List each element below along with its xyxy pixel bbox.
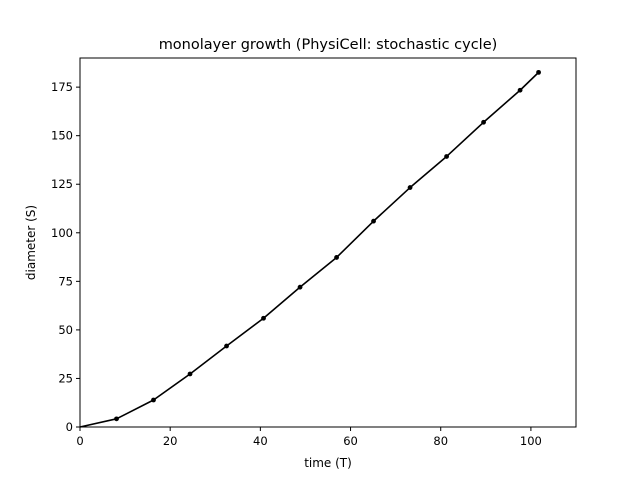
data-point [536, 69, 541, 75]
data-point [297, 284, 303, 290]
data-point [481, 119, 486, 125]
y-tick-label: 175 [51, 80, 73, 94]
y-tick-label: 25 [58, 371, 73, 385]
series-line [79, 71, 540, 428]
y-tick-label: 50 [58, 323, 73, 337]
x-axis-label: time (T) [304, 456, 352, 470]
y-tick-label: 0 [66, 420, 73, 434]
data-point [371, 218, 376, 224]
y-axis: 0 25 50 75 100 125 150 175 [51, 80, 80, 434]
x-tick-label: 20 [163, 434, 178, 448]
plot-frame [79, 57, 577, 428]
x-tick-label: 60 [343, 434, 358, 448]
data-point [444, 154, 449, 159]
y-tick-label: 100 [51, 226, 73, 240]
plot-area [79, 69, 541, 428]
y-tick-label: 125 [51, 177, 73, 191]
data-point [261, 315, 266, 321]
data-point [334, 255, 339, 260]
data-point [151, 397, 156, 403]
data-point [407, 185, 413, 190]
x-axis: 0 20 40 60 80 100 [76, 427, 542, 448]
x-tick-label: 100 [520, 434, 542, 448]
x-tick-label: 40 [253, 434, 268, 448]
data-point [187, 371, 193, 377]
chart-title: monolayer growth (PhysiCell: stochastic … [159, 37, 498, 53]
y-tick-label: 75 [58, 274, 73, 288]
y-axis-label: diameter (S) [24, 205, 38, 280]
x-tick-label: 80 [433, 434, 448, 448]
data-point [517, 87, 523, 93]
data-point [224, 343, 229, 349]
y-tick-label: 150 [51, 129, 73, 143]
x-tick-label: 0 [76, 434, 83, 448]
data-point [114, 416, 119, 422]
